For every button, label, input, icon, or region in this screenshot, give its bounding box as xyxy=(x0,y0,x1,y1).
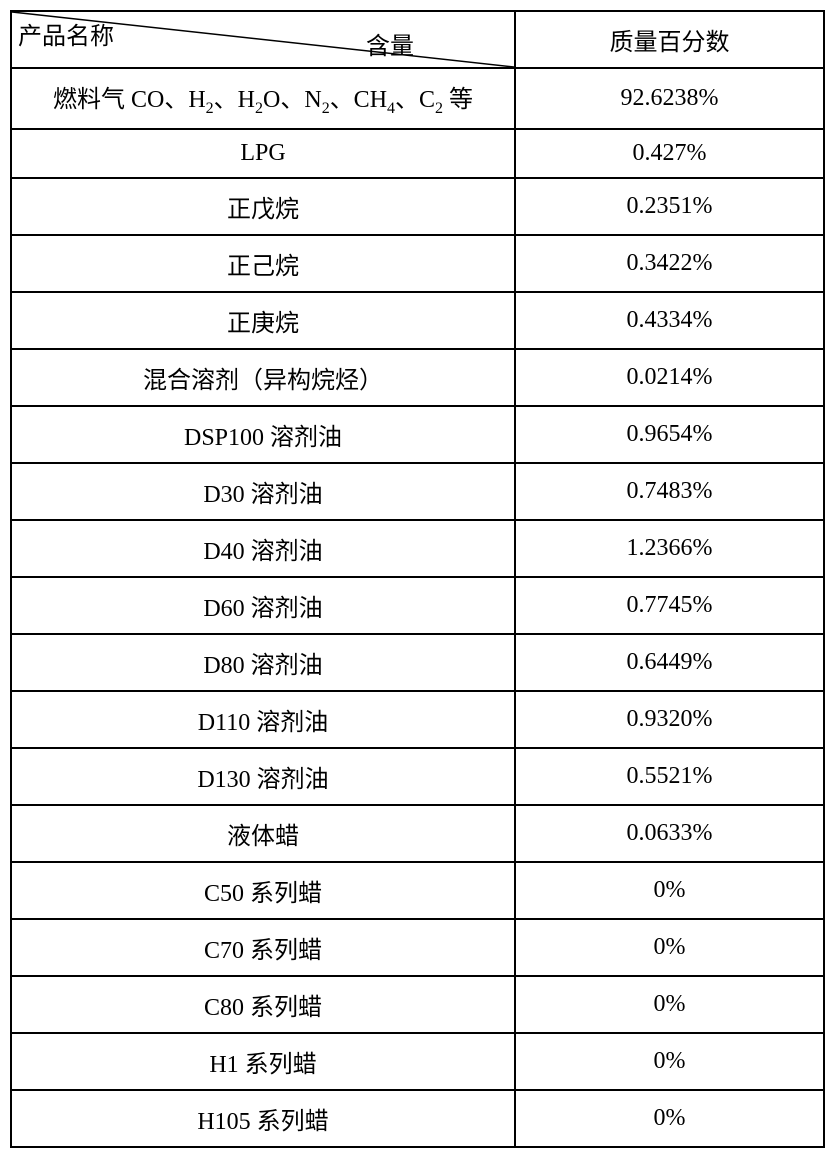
table-row: C50 系列蜡0% xyxy=(11,862,824,919)
product-name-cell: D110 溶剂油 xyxy=(11,691,515,748)
table-row: D130 溶剂油0.5521% xyxy=(11,748,824,805)
header-right-label: 含量 xyxy=(366,26,414,61)
mass-percent-cell: 0% xyxy=(515,919,824,976)
mass-percent-cell: 1.2366% xyxy=(515,520,824,577)
table-row: C80 系列蜡0% xyxy=(11,976,824,1033)
table-row: C70 系列蜡0% xyxy=(11,919,824,976)
mass-percent-cell: 0.4334% xyxy=(515,292,824,349)
product-name-cell: D60 溶剂油 xyxy=(11,577,515,634)
table-row: 正己烷0.3422% xyxy=(11,235,824,292)
mass-percent-cell: 0.3422% xyxy=(515,235,824,292)
product-name-cell: H105 系列蜡 xyxy=(11,1090,515,1147)
product-name-cell: 混合溶剂（异构烷烃） xyxy=(11,349,515,406)
mass-percent-cell: 0.7483% xyxy=(515,463,824,520)
table-row: 正戊烷0.2351% xyxy=(11,178,824,235)
table-row: D30 溶剂油0.7483% xyxy=(11,463,824,520)
table-row: D40 溶剂油1.2366% xyxy=(11,520,824,577)
product-name-cell: H1 系列蜡 xyxy=(11,1033,515,1090)
table-row: DSP100 溶剂油0.9654% xyxy=(11,406,824,463)
table-row: H1 系列蜡0% xyxy=(11,1033,824,1090)
mass-percent-cell: 0% xyxy=(515,1033,824,1090)
table-row: H105 系列蜡0% xyxy=(11,1090,824,1147)
mass-percent-cell: 0.7745% xyxy=(515,577,824,634)
mass-percent-cell: 0.2351% xyxy=(515,178,824,235)
mass-percent-cell: 0% xyxy=(515,1090,824,1147)
table-row: 液体蜡0.0633% xyxy=(11,805,824,862)
header-left-label: 产品名称 xyxy=(18,16,114,51)
mass-percent-cell: 0.5521% xyxy=(515,748,824,805)
product-name-cell: C80 系列蜡 xyxy=(11,976,515,1033)
product-name-cell: 正己烷 xyxy=(11,235,515,292)
table-body: 燃料气 CO、H2、H2O、N2、CH4、C2 等92.6238%LPG0.42… xyxy=(11,68,824,1147)
table-row: D60 溶剂油0.7745% xyxy=(11,577,824,634)
table-row: 燃料气 CO、H2、H2O、N2、CH4、C2 等92.6238% xyxy=(11,68,824,129)
mass-percent-cell: 0% xyxy=(515,862,824,919)
composition-table: 产品名称 含量 质量百分数 燃料气 CO、H2、H2O、N2、CH4、C2 等9… xyxy=(10,10,825,1148)
product-name-cell: D30 溶剂油 xyxy=(11,463,515,520)
product-name-cell: D80 溶剂油 xyxy=(11,634,515,691)
header-col2: 质量百分数 xyxy=(515,11,824,68)
mass-percent-cell: 0.6449% xyxy=(515,634,824,691)
product-name-cell: C70 系列蜡 xyxy=(11,919,515,976)
product-name-cell: LPG xyxy=(11,129,515,178)
product-name-cell: 正戊烷 xyxy=(11,178,515,235)
product-name-cell: D40 溶剂油 xyxy=(11,520,515,577)
table-row: LPG0.427% xyxy=(11,129,824,178)
table-row: D80 溶剂油0.6449% xyxy=(11,634,824,691)
mass-percent-cell: 92.6238% xyxy=(515,68,824,129)
header-diagonal-cell: 产品名称 含量 xyxy=(11,11,515,68)
product-name-cell: 液体蜡 xyxy=(11,805,515,862)
table-row: D110 溶剂油0.9320% xyxy=(11,691,824,748)
mass-percent-cell: 0.9654% xyxy=(515,406,824,463)
mass-percent-cell: 0% xyxy=(515,976,824,1033)
product-name-cell: DSP100 溶剂油 xyxy=(11,406,515,463)
mass-percent-cell: 0.0214% xyxy=(515,349,824,406)
table-row: 混合溶剂（异构烷烃）0.0214% xyxy=(11,349,824,406)
table-header-row: 产品名称 含量 质量百分数 xyxy=(11,11,824,68)
table-row: 正庚烷0.4334% xyxy=(11,292,824,349)
mass-percent-cell: 0.427% xyxy=(515,129,824,178)
product-name-cell: C50 系列蜡 xyxy=(11,862,515,919)
mass-percent-cell: 0.9320% xyxy=(515,691,824,748)
mass-percent-cell: 0.0633% xyxy=(515,805,824,862)
data-table-container: 产品名称 含量 质量百分数 燃料气 CO、H2、H2O、N2、CH4、C2 等9… xyxy=(10,10,825,1148)
product-name-cell: 正庚烷 xyxy=(11,292,515,349)
product-name-cell: 燃料气 CO、H2、H2O、N2、CH4、C2 等 xyxy=(11,68,515,129)
product-name-cell: D130 溶剂油 xyxy=(11,748,515,805)
